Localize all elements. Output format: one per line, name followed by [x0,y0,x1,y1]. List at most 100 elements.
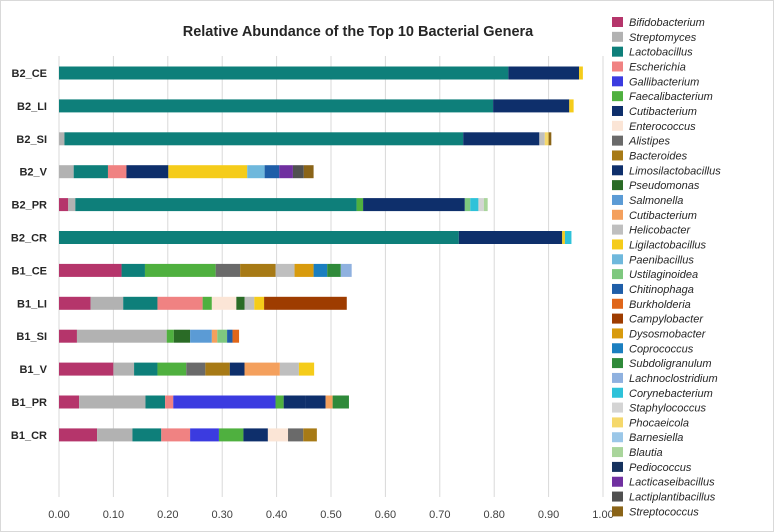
bar-segment [157,296,203,310]
legend-label: Ustilaginoidea [629,269,698,281]
bar-segment [75,198,357,212]
bar-segment [59,296,91,310]
bar-segment [244,362,280,376]
bar-segment [283,395,306,409]
bar-segment [305,395,326,409]
category-label: B2_PR [12,200,48,212]
bar-segment [218,428,244,442]
legend-label: Lachnoclostridium [629,373,718,385]
bar-segment [244,296,255,310]
legend-swatch [612,61,623,72]
bar-segment [325,395,333,409]
legend-swatch [612,358,623,369]
x-tick-labels: 0.00 0.10 0.20 0.30 0.40 0.50 0.60 0.70 0.80 0.90… [48,509,613,521]
legend-label: Ligilactobacillus [629,239,707,251]
bar-segment [121,263,145,277]
category-label: B1_CE [12,265,47,277]
bar-segment [539,132,545,146]
bar-segment [564,231,572,244]
bar-segment [190,428,219,442]
legend-swatch [612,298,623,309]
bar-segment [90,296,124,310]
bar-segment [59,132,65,146]
legend-swatch [612,165,623,176]
legend-label: Lactiplantibacillus [629,492,716,504]
legend-label: Pseudomonas [629,180,700,192]
legend-swatch [612,17,623,27]
bar-segment [211,296,237,310]
bar-segment [173,329,191,343]
bar-segment [59,231,459,244]
bar-segment [275,263,295,277]
chart-title: Relative Abundance of the Top 10 Bacteri… [183,24,534,40]
legend-label: Streptomyces [629,32,697,44]
x-tick-label: 0.60 [375,509,396,521]
legend-label: Limosilactobacillus [629,165,721,177]
bar-segment [173,395,276,409]
legend-swatch [612,76,623,87]
bar-segment [569,99,574,113]
bar-segment [483,198,488,212]
legend-label: Lacticaseibacillus [629,477,715,489]
bar-segment [327,263,341,277]
category-label: B2_CR [11,233,47,245]
bar-segment [275,395,284,409]
legend-swatch [612,313,623,324]
legend-swatch [612,476,623,487]
legend-swatch [612,120,623,131]
bar-segment [264,165,280,179]
bar-segment [59,66,509,80]
bar-segment [59,263,122,277]
bar-segment [161,428,191,442]
bar-segment [113,362,135,376]
category-label: B1_V [19,364,47,376]
legend-label: Cutibacterium [629,210,697,222]
legend-label: Barnesiella [629,432,683,444]
legend-swatch [612,180,623,191]
legend-swatch [612,402,623,413]
legend-swatch [612,387,623,398]
legend-swatch [612,46,623,57]
legend: Bifidobacterium Streptomyces Lactobacillus… [612,17,721,518]
x-tick-label: 0.00 [48,509,69,521]
bar-segment [363,198,465,212]
gridlines [58,56,604,497]
legend-swatch [612,283,623,294]
bar-segment [478,198,484,212]
category-label: B2_LI [17,101,47,113]
category-labels: B2_CE B2_LI B2_SI B2_V B2_PR B2_CR B1_CE B1_LI B… [11,68,48,442]
legend-swatch [612,105,623,116]
bar-segment [165,395,174,409]
bar-segment [126,165,169,179]
legend-swatch [612,506,623,517]
legend-label: Faecalibacterium [629,91,713,103]
legend-label: Lactobacillus [629,47,693,59]
x-tick-label: 0.70 [429,509,450,521]
bar-segment [458,231,563,244]
legend-label: Salmonella [629,195,683,207]
bar-segment [463,132,540,146]
x-tick-label: 0.80 [483,509,504,521]
bar-segment [579,66,583,80]
legend-swatch [612,150,623,161]
bar-segment [79,395,146,409]
bar-segment [544,132,549,146]
bar-segment [190,329,212,343]
bar-segment [64,132,464,146]
bar-segment [186,362,206,376]
bar-segment [464,198,471,212]
bar-segment [332,395,349,409]
bar-segment [232,329,240,343]
bar-segment [215,263,241,277]
bar-segment [303,428,317,442]
bar-segment [144,263,216,277]
legend-swatch [612,135,623,146]
legend-label: Escherichia [629,61,686,73]
legend-label: Cutibacterium [629,106,697,118]
legend-swatch [612,239,623,250]
legend-swatch [612,417,623,428]
legend-swatch [612,461,623,472]
legend-label: Corynebacterium [629,388,713,400]
bar-segment [548,132,552,146]
bar-segment [247,165,265,179]
